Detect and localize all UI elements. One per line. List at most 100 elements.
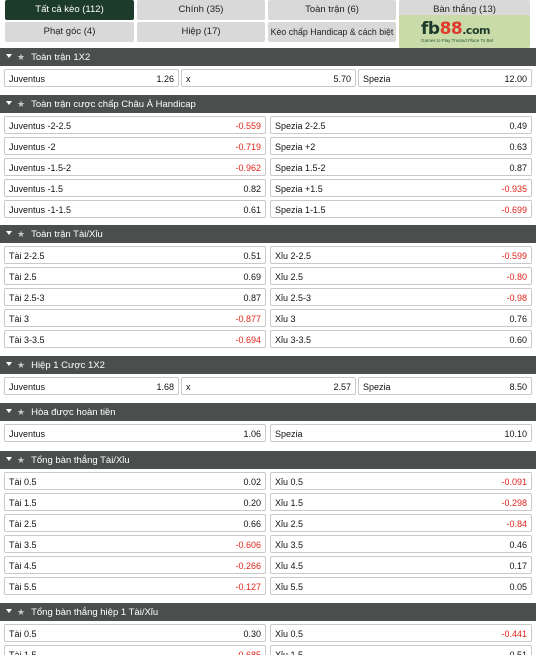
selection-label: Spezia +2	[275, 142, 316, 152]
odds-cell[interactable]: Tài 4.5 -0.266	[4, 556, 266, 574]
section-header[interactable]: ★ Toàn trận 1X2	[0, 48, 536, 66]
selection-label: Xỉu 3	[275, 314, 296, 324]
odds-cell[interactable]: Xỉu 0.5 -0.441	[270, 624, 532, 642]
odds-cell[interactable]: Xỉu 2.5 -0.80	[270, 267, 532, 285]
favorite-star-icon[interactable]: ★	[17, 229, 26, 239]
odds-cell[interactable]: Tài 5.5 -0.127	[4, 577, 266, 595]
selection-label: Xỉu 3-3.5	[275, 335, 312, 345]
odds-cell[interactable]: Tài 1.5 0.20	[4, 493, 266, 511]
section-header[interactable]: ★ Toàn trận cược chấp Châu Á Handicap	[0, 95, 536, 113]
tab-full-match[interactable]: Toàn trận (6)	[268, 0, 396, 20]
odds-cell[interactable]: Xỉu 1.5 0.51	[270, 645, 532, 655]
odds-cell[interactable]: Xỉu 0.5 -0.091	[270, 472, 532, 490]
odds-cell[interactable]: Xỉu 3 0.76	[270, 309, 532, 327]
odds-cell[interactable]: x 5.70	[181, 69, 356, 87]
selection-label: Tài 2.5-3	[9, 293, 45, 303]
section-title: Hòa được hoàn tiền	[31, 407, 116, 418]
odds-cell[interactable]: Tài 3 -0.877	[4, 309, 266, 327]
odds-cell[interactable]: Xỉu 3-3.5 0.60	[270, 330, 532, 348]
favorite-star-icon[interactable]: ★	[17, 360, 26, 370]
odds-value: 1.06	[243, 429, 261, 439]
odds-cell[interactable]: Xỉu 1.5 -0.298	[270, 493, 532, 511]
tab-corners[interactable]: Phạt góc (4)	[5, 22, 134, 42]
odds-cell[interactable]: Juventus -2 -0.719	[4, 137, 266, 155]
favorite-star-icon[interactable]: ★	[17, 52, 26, 62]
market-section: ★ Toàn trận Tài/Xỉu Tài 2-2.5 0.51 Xỉu 2-2.5…	[0, 225, 536, 348]
odds-cell[interactable]: Xỉu 2.5 -0.84	[270, 514, 532, 532]
selection-label: Juventus -2-2.5	[9, 121, 72, 131]
odds-cell[interactable]: Tài 2.5 0.66	[4, 514, 266, 532]
odds-value: 0.20	[243, 498, 261, 508]
tab-halves[interactable]: Hiệp (17)	[137, 22, 265, 42]
odds-value: 0.05	[509, 582, 527, 592]
odds-value: -0.962	[235, 163, 261, 173]
odds-cell[interactable]: Xỉu 5.5 0.05	[270, 577, 532, 595]
selection-label: Spezia	[363, 74, 391, 84]
selection-label: Juventus	[9, 382, 46, 392]
odds-cell[interactable]: Xỉu 2-2.5 -0.599	[270, 246, 532, 264]
section-header[interactable]: ★ Hiệp 1 Cược 1X2	[0, 356, 536, 374]
collapse-caret-icon[interactable]	[6, 231, 12, 236]
odds-cell[interactable]: x 2.57	[181, 377, 356, 395]
favorite-star-icon[interactable]: ★	[17, 607, 26, 617]
odds-cell[interactable]: Tài 2.5-3 0.87	[4, 288, 266, 306]
section-header[interactable]: ★ Toàn trận Tài/Xỉu	[0, 225, 536, 243]
collapse-caret-icon[interactable]	[6, 101, 12, 106]
tab-all-markets[interactable]: Tất cả kèo (112)	[5, 0, 134, 20]
odds-cell[interactable]: Juventus -1.5-2 -0.962	[4, 158, 266, 176]
odds-value: -0.877	[235, 314, 261, 324]
collapse-caret-icon[interactable]	[6, 457, 12, 462]
odds-cell[interactable]: Xỉu 4.5 0.17	[270, 556, 532, 574]
odds-cell[interactable]: Spezia +2 0.63	[270, 137, 532, 155]
tab-handicap[interactable]: Kèo chấp Handicap & cách biệt (5)	[268, 22, 396, 57]
odds-value: -0.127	[235, 582, 261, 592]
odds-cell[interactable]: Tài 0.5 0.02	[4, 472, 266, 490]
odds-cell[interactable]: Juventus 1.68	[4, 377, 179, 395]
section-header[interactable]: ★ Hòa được hoàn tiền	[0, 403, 536, 421]
odds-cell[interactable]: Spezia 10.10	[270, 424, 532, 442]
odds-value: 0.87	[509, 163, 527, 173]
collapse-caret-icon[interactable]	[6, 362, 12, 367]
odds-cell[interactable]: Tài 3-3.5 -0.694	[4, 330, 266, 348]
collapse-caret-icon[interactable]	[6, 609, 12, 614]
odds-cell[interactable]: Spezia 1-1.5 -0.699	[270, 200, 532, 218]
selection-label: Juventus -1.5	[9, 184, 64, 194]
odds-cell[interactable]: Xỉu 2.5-3 -0.98	[270, 288, 532, 306]
odds-cell[interactable]: Tài 1.5 -0.685	[4, 645, 266, 655]
odds-value: 0.76	[509, 314, 527, 324]
odds-cell[interactable]: Juventus -1.5 0.82	[4, 179, 266, 197]
tab-main[interactable]: Chính (35)	[137, 0, 265, 20]
section-title: Tổng bàn thắng hiệp 1 Tài/Xỉu	[31, 607, 159, 618]
odds-cell[interactable]: Juventus 1.06	[4, 424, 266, 442]
favorite-star-icon[interactable]: ★	[17, 99, 26, 109]
section-header[interactable]: ★ Tổng bàn thắng Tài/Xỉu	[0, 451, 536, 469]
odds-value: -0.441	[501, 629, 527, 639]
odds-cell[interactable]: Juventus -1-1.5 0.61	[4, 200, 266, 218]
fb88-logo[interactable]: fb88.com Games to Play Trusted Place To …	[399, 15, 530, 48]
odds-cell[interactable]: Spezia 8.50	[358, 377, 532, 395]
odds-cell[interactable]: Tài 2-2.5 0.51	[4, 246, 266, 264]
odds-value: 0.69	[243, 272, 261, 282]
selection-label: Xỉu 0.5	[275, 629, 304, 639]
odds-cell[interactable]: Juventus 1.26	[4, 69, 179, 87]
odds-cell[interactable]: Tài 2.5 0.69	[4, 267, 266, 285]
odds-cell[interactable]: Tài 0.5 0.30	[4, 624, 266, 642]
collapse-caret-icon[interactable]	[6, 409, 12, 414]
section-title: Tổng bàn thắng Tài/Xỉu	[31, 455, 130, 466]
odds-value: 2.57	[333, 382, 351, 392]
odds-cell[interactable]: Spezia 1.5-2 0.87	[270, 158, 532, 176]
favorite-star-icon[interactable]: ★	[17, 455, 26, 465]
selection-label: Spezia	[363, 382, 391, 392]
odds-cell[interactable]: Spezia 12.00	[358, 69, 532, 87]
odds-cell[interactable]: Xỉu 3.5 0.46	[270, 535, 532, 553]
collapse-caret-icon[interactable]	[6, 54, 12, 59]
section-header[interactable]: ★ Tổng bàn thắng hiệp 1 Tài/Xỉu	[0, 603, 536, 621]
selection-label: Tài 2.5	[9, 519, 37, 529]
odds-cell[interactable]: Spezia 2-2.5 0.49	[270, 116, 532, 134]
odds-cell[interactable]: Tài 3.5 -0.606	[4, 535, 266, 553]
odds-cell[interactable]: Juventus -2-2.5 -0.559	[4, 116, 266, 134]
odds-value: -0.685	[235, 650, 261, 655]
favorite-star-icon[interactable]: ★	[17, 407, 26, 417]
odds-cell[interactable]: Spezia +1.5 -0.935	[270, 179, 532, 197]
odds-value: 0.61	[243, 205, 261, 215]
